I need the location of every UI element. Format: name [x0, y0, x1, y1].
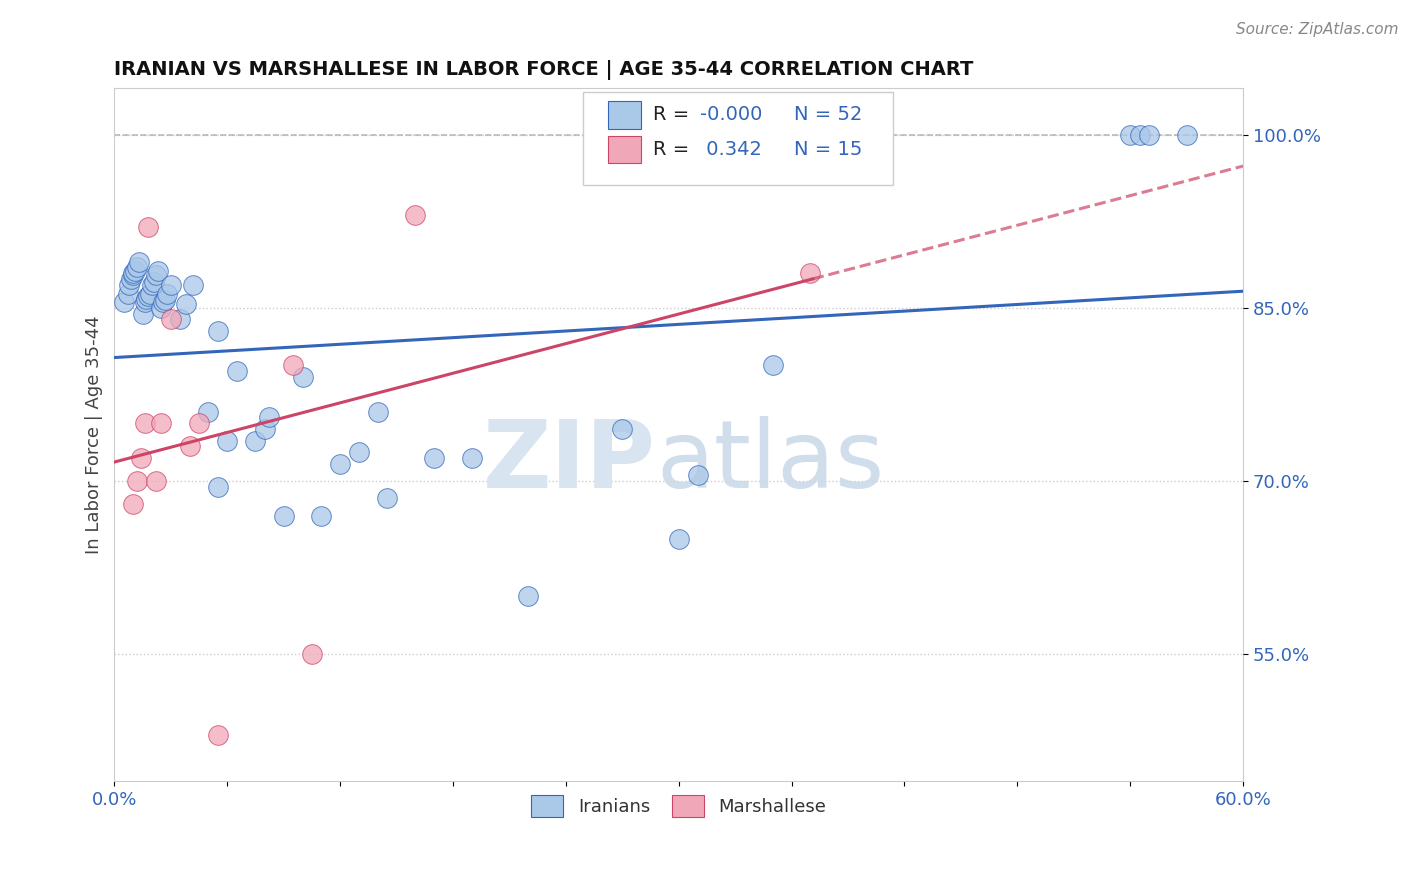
Point — [150, 301, 173, 315]
Point — [347, 445, 370, 459]
Point — [141, 277, 163, 292]
Point — [183, 277, 205, 292]
Point — [152, 295, 174, 310]
Point — [131, 307, 153, 321]
Point — [301, 647, 323, 661]
Point — [156, 287, 179, 301]
Text: 0.342: 0.342 — [700, 140, 762, 159]
Point — [136, 219, 159, 234]
Point — [461, 450, 484, 465]
Point — [160, 277, 183, 292]
Point — [169, 312, 191, 326]
Text: R =: R = — [652, 140, 689, 159]
Point — [245, 434, 267, 448]
Text: -0.000: -0.000 — [700, 105, 762, 124]
Point — [135, 292, 157, 306]
Point — [517, 590, 540, 604]
Point — [160, 312, 183, 326]
FancyBboxPatch shape — [582, 92, 893, 186]
Point — [1137, 128, 1160, 142]
Point — [125, 260, 148, 275]
Point — [146, 264, 169, 278]
Point — [153, 293, 176, 307]
Point — [179, 439, 201, 453]
FancyBboxPatch shape — [607, 101, 641, 128]
Point — [117, 287, 139, 301]
Point — [799, 266, 821, 280]
Point — [136, 289, 159, 303]
Point — [134, 295, 156, 310]
Text: ZIP: ZIP — [484, 417, 657, 508]
Point — [129, 450, 152, 465]
Point — [257, 410, 280, 425]
Point — [686, 468, 709, 483]
Point — [122, 497, 145, 511]
Y-axis label: In Labor Force | Age 35-44: In Labor Force | Age 35-44 — [86, 316, 103, 554]
Point — [134, 416, 156, 430]
Point — [423, 450, 446, 465]
Point — [612, 422, 634, 436]
Text: atlas: atlas — [657, 417, 884, 508]
Point — [367, 405, 389, 419]
Point — [273, 508, 295, 523]
Point — [253, 422, 276, 436]
Point — [207, 728, 229, 742]
Point — [139, 287, 162, 301]
Point — [217, 434, 239, 448]
FancyBboxPatch shape — [607, 136, 641, 163]
Point — [668, 532, 690, 546]
Point — [145, 474, 167, 488]
Point — [122, 266, 145, 280]
Point — [404, 209, 426, 223]
Point — [128, 254, 150, 268]
Point — [1128, 128, 1150, 142]
Point — [329, 457, 352, 471]
Point — [1119, 128, 1142, 142]
Point — [118, 277, 141, 292]
Point — [225, 364, 247, 378]
Point — [120, 272, 142, 286]
Point — [762, 359, 785, 373]
Point — [1175, 128, 1198, 142]
Point — [122, 268, 145, 283]
Point — [281, 359, 304, 373]
Text: IRANIAN VS MARSHALLESE IN LABOR FORCE | AGE 35-44 CORRELATION CHART: IRANIAN VS MARSHALLESE IN LABOR FORCE | … — [114, 60, 974, 79]
Point — [197, 405, 219, 419]
Text: Source: ZipAtlas.com: Source: ZipAtlas.com — [1236, 22, 1399, 37]
Point — [112, 295, 135, 310]
Point — [291, 370, 314, 384]
Point — [207, 480, 229, 494]
Text: R =: R = — [652, 105, 689, 124]
Text: N = 52: N = 52 — [794, 105, 862, 124]
Point — [375, 491, 398, 506]
Point — [145, 268, 167, 283]
Point — [142, 276, 165, 290]
Point — [188, 416, 211, 430]
Point — [207, 324, 229, 338]
Point — [125, 474, 148, 488]
Legend: Iranians, Marshallese: Iranians, Marshallese — [523, 788, 834, 824]
Point — [124, 264, 146, 278]
Text: N = 15: N = 15 — [794, 140, 862, 159]
Point — [150, 416, 173, 430]
Point — [174, 297, 197, 311]
Point — [311, 508, 333, 523]
